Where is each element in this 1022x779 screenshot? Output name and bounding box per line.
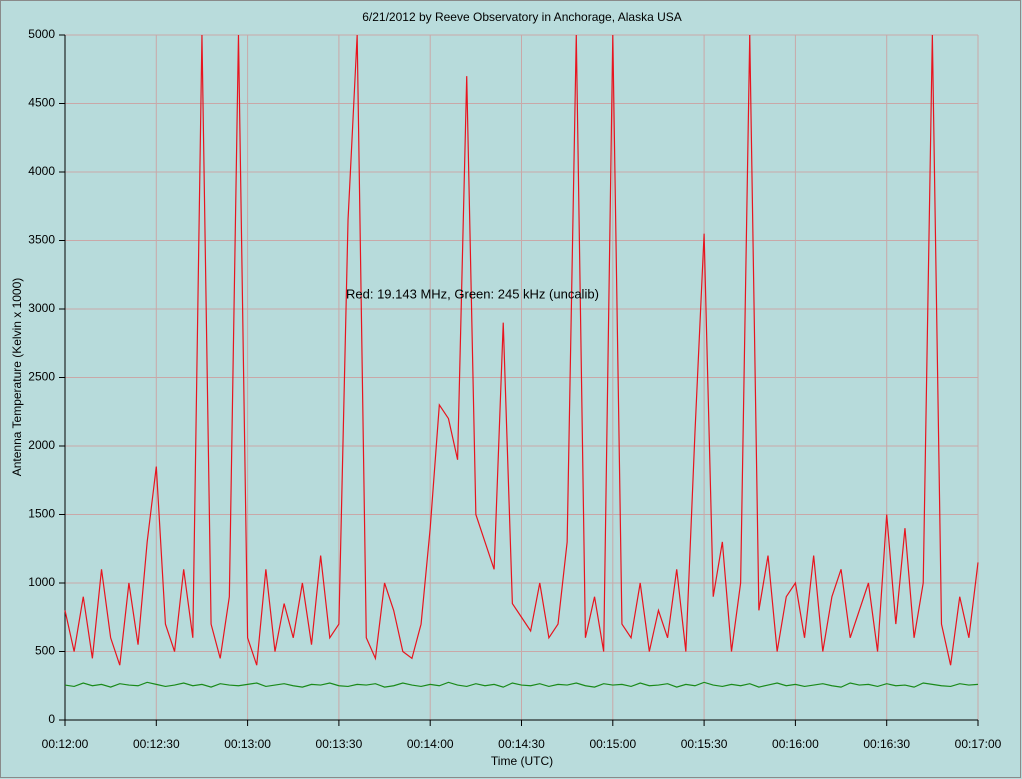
- x-tick-label: 00:15:30: [681, 737, 728, 751]
- y-tick-label: 2000: [28, 438, 55, 452]
- y-axis-label: Antenna Temperature (Kelvin x 1000): [10, 278, 24, 477]
- x-tick-label: 00:17:00: [955, 737, 1002, 751]
- x-tick-label: 00:16:00: [772, 737, 819, 751]
- y-tick-label: 1500: [28, 507, 55, 521]
- x-axis-label: Time (UTC): [491, 754, 553, 768]
- y-tick-label: 3500: [28, 233, 55, 247]
- x-tick-label: 00:15:00: [589, 737, 636, 751]
- x-tick-label: 00:13:00: [224, 737, 271, 751]
- annotation: Red: 19.143 MHz, Green: 245 kHz (uncalib…: [346, 286, 599, 301]
- y-tick-label: 5000: [28, 27, 55, 41]
- y-tick-label: 3000: [28, 301, 55, 315]
- y-tick-label: 500: [35, 644, 55, 658]
- x-tick-label: 00:12:00: [42, 737, 89, 751]
- y-tick-label: 0: [48, 712, 55, 726]
- x-tick-label: 00:13:30: [316, 737, 363, 751]
- x-tick-label: 00:16:30: [863, 737, 910, 751]
- plot-area: 0 500 1000 1500 2000 2500 3000 3500 4000 4500 5000…: [28, 27, 1001, 751]
- chart-title: 6/21/2012 by Reeve Observatory in Anchor…: [362, 10, 682, 24]
- y-tick-label: 4000: [28, 164, 55, 178]
- y-tick-label: 1000: [28, 575, 55, 589]
- x-tick-label: 00:14:30: [498, 737, 545, 751]
- data-line: [64, 34, 979, 666]
- y-tick-label: 2500: [28, 370, 55, 384]
- y-tick-label: 4500: [28, 96, 55, 110]
- data-line: [64, 681, 979, 688]
- x-tick-label: 00:12:30: [133, 737, 180, 751]
- x-tick-label: 00:14:00: [407, 737, 454, 751]
